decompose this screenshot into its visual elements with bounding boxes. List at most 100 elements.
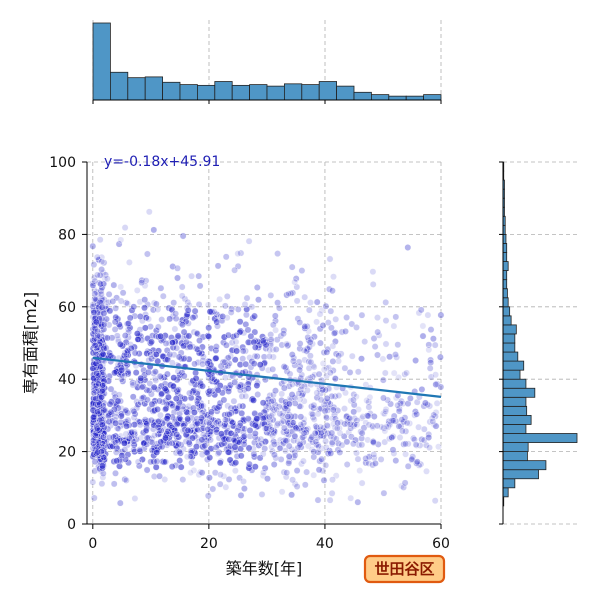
data-point: [370, 439, 377, 446]
y-tick-label: 80: [58, 227, 76, 243]
data-point: [403, 369, 410, 377]
data-point: [105, 299, 112, 306]
data-point: [288, 491, 295, 499]
data-point: [231, 443, 239, 451]
data-point: [274, 299, 281, 307]
data-point: [303, 468, 310, 476]
data-point: [144, 368, 152, 376]
data-point: [296, 396, 304, 403]
data-point: [150, 352, 158, 360]
data-point: [319, 322, 327, 329]
data-point: [189, 314, 197, 321]
data-point: [327, 449, 335, 457]
data-point: [404, 244, 412, 251]
data-point: [141, 324, 149, 332]
data-point: [293, 483, 301, 490]
data-point: [317, 396, 325, 404]
data-point: [251, 421, 259, 429]
data-point: [98, 443, 106, 450]
data-point: [333, 424, 341, 432]
data-point: [358, 311, 366, 319]
data-point: [135, 462, 143, 470]
data-point: [97, 290, 105, 298]
data-point: [399, 400, 407, 407]
data-point: [198, 469, 206, 477]
data-point: [353, 449, 360, 457]
data-point: [290, 437, 297, 444]
data-point: [335, 357, 342, 365]
data-point: [217, 313, 224, 320]
data-point: [264, 366, 272, 374]
data-point: [401, 479, 409, 487]
data-point: [114, 436, 121, 444]
data-point: [90, 413, 97, 421]
data-point: [253, 352, 261, 360]
data-point: [326, 496, 334, 504]
data-point: [423, 467, 430, 475]
data-point: [240, 485, 248, 492]
data-point: [382, 407, 389, 415]
data-point: [310, 448, 318, 456]
data-point: [199, 402, 207, 410]
top-hist-bar: [283, 83, 303, 101]
right-hist-bar: [502, 478, 516, 489]
data-point: [180, 342, 188, 350]
data-point: [244, 326, 252, 334]
data-point: [140, 439, 148, 447]
data-point: [244, 415, 252, 423]
data-point: [316, 423, 324, 431]
right-hist-bar: [502, 252, 508, 262]
data-point: [435, 443, 442, 451]
data-point: [134, 458, 142, 466]
right-hist-bar: [502, 460, 547, 471]
data-point: [421, 399, 429, 407]
data-point: [254, 391, 262, 398]
data-point: [110, 281, 118, 289]
data-point: [138, 456, 146, 463]
data-point: [348, 352, 356, 360]
data-point: [420, 425, 428, 433]
data-point: [142, 314, 150, 322]
data-point: [358, 429, 366, 437]
data-point: [359, 413, 367, 420]
data-point: [324, 319, 332, 326]
data-point: [220, 435, 228, 443]
data-point: [262, 438, 269, 445]
data-point: [346, 420, 354, 428]
data-point: [147, 390, 155, 398]
data-point: [410, 434, 417, 442]
data-point: [395, 405, 403, 413]
data-point: [112, 448, 120, 456]
data-point: [377, 455, 385, 463]
data-point: [343, 412, 351, 420]
data-point: [304, 442, 312, 450]
data-point: [432, 381, 440, 388]
data-point: [162, 458, 170, 466]
data-point: [265, 404, 273, 411]
data-point: [214, 262, 222, 270]
data-point: [429, 417, 437, 425]
data-point: [185, 439, 193, 446]
data-point: [162, 339, 170, 347]
top-hist-bar: [370, 94, 390, 101]
data-point: [157, 284, 165, 292]
data-point: [269, 391, 277, 399]
top-hist-bar: [196, 84, 216, 101]
data-point: [230, 397, 238, 405]
data-point: [393, 353, 400, 361]
data-point: [138, 279, 146, 286]
data-point: [161, 476, 169, 483]
data-point: [153, 448, 161, 456]
data-point: [419, 332, 427, 340]
data-point: [310, 415, 318, 423]
data-point: [335, 424, 343, 432]
data-point: [272, 345, 280, 353]
data-point: [223, 314, 231, 322]
main-axes: 0 20 40 60 0 20 40 60 80 100: [49, 155, 450, 552]
data-point: [176, 414, 184, 422]
data-point: [291, 399, 299, 407]
data-point: [218, 317, 226, 325]
data-point: [406, 394, 414, 402]
data-point: [122, 430, 130, 438]
